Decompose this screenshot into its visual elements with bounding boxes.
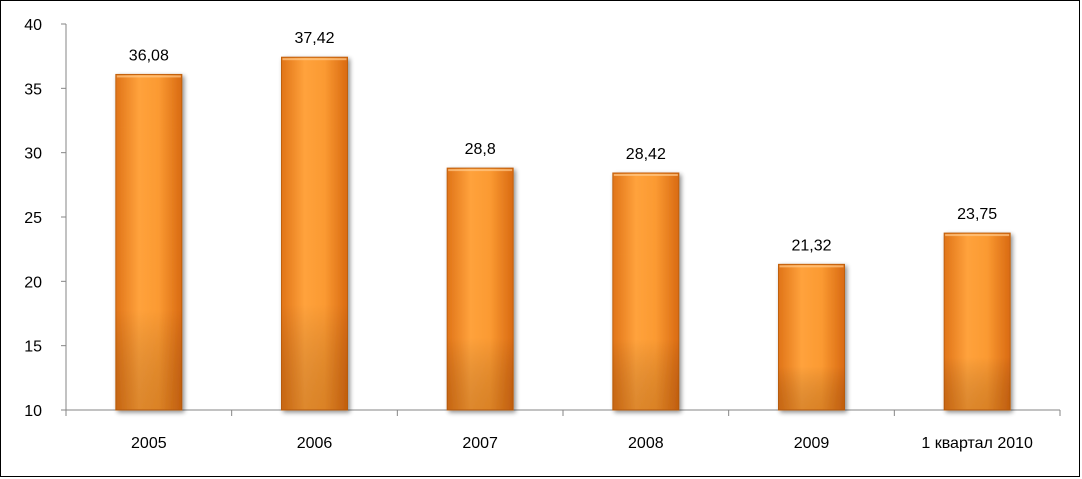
y-tick-label: 30 [24, 146, 42, 163]
bar-group [281, 56, 348, 411]
bar-top-highlight [779, 265, 844, 268]
data-label: 36,08 [129, 47, 169, 64]
y-tick-label: 35 [24, 81, 42, 98]
data-label: 21,32 [791, 237, 831, 254]
x-tick-label: 2006 [297, 435, 333, 452]
y-tick-label: 10 [24, 403, 42, 420]
data-label: 37,42 [294, 30, 334, 47]
axes: 10 15 20 25 30 35 40 [24, 17, 1061, 420]
bar-group [778, 263, 845, 411]
x-tick-label: 2007 [462, 435, 498, 452]
bar-shade [778, 264, 845, 410]
bar-top-highlight [945, 234, 1010, 237]
bar-shade [447, 168, 514, 410]
bar-shade [281, 57, 348, 411]
bar-top-highlight [282, 58, 347, 61]
y-tick-label: 25 [24, 210, 42, 227]
y-tick-label: 20 [24, 274, 42, 291]
x-tick-label: 2005 [131, 435, 167, 452]
bar-group [115, 73, 183, 411]
bar-top-highlight [613, 173, 678, 176]
data-label: 28,8 [465, 141, 496, 158]
y-tick-label: 40 [24, 17, 42, 34]
x-tick-label: 2009 [794, 435, 830, 452]
x-tick-label: 1 квартал 2010 [921, 435, 1033, 452]
bar-shade [944, 233, 1011, 410]
y-tick-label: 15 [24, 339, 42, 356]
x-tick-label: 2008 [628, 435, 664, 452]
data-label: 23,75 [957, 206, 997, 223]
bar-group [446, 167, 514, 411]
data-label: 28,42 [626, 146, 666, 163]
bar-group [943, 232, 1011, 411]
labels-group: 36,08 2005 37,42 2006 28,8 2007 28,42 2008 21,32… [129, 30, 1033, 452]
bar-group [612, 172, 680, 411]
bar-top-highlight [116, 75, 181, 78]
bar-shade [115, 74, 182, 411]
bar-top-highlight [448, 169, 513, 172]
bar-shade [612, 172, 679, 410]
bars-group [115, 56, 1011, 411]
